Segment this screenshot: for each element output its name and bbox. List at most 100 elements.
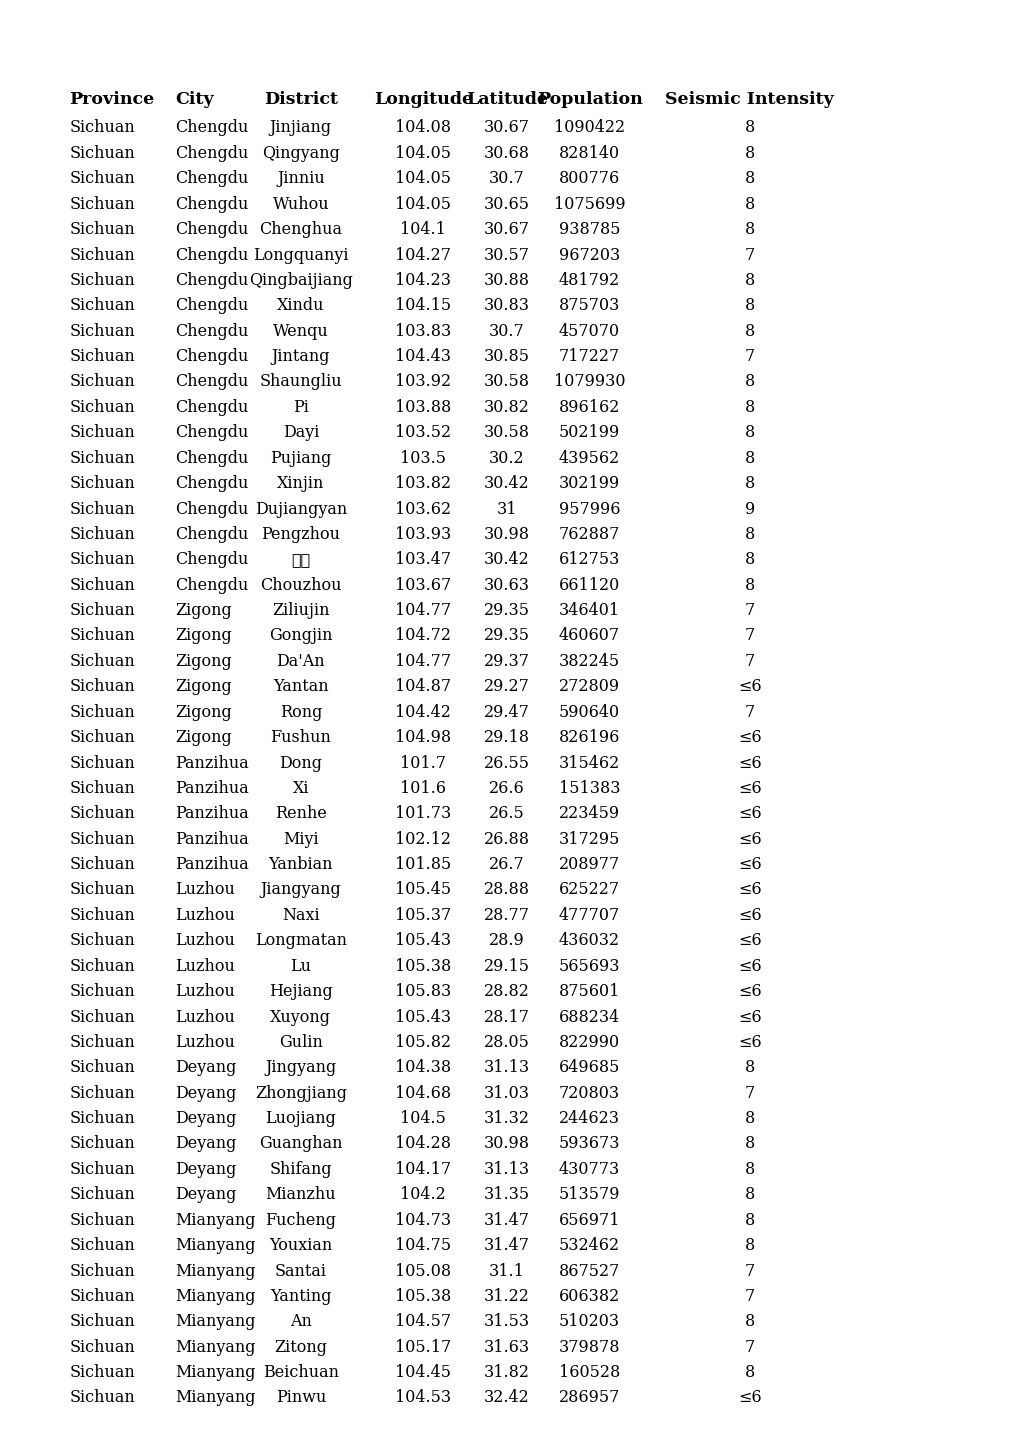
Text: 346401: 346401 — [558, 603, 620, 619]
Text: Rong: Rong — [279, 704, 322, 721]
Text: ≤6: ≤6 — [737, 1034, 761, 1051]
Text: ≤6: ≤6 — [737, 831, 761, 848]
Text: Deyang: Deyang — [175, 1060, 236, 1076]
Text: 104.72: 104.72 — [395, 627, 450, 645]
Text: 29.35: 29.35 — [483, 603, 530, 619]
Text: 7: 7 — [744, 1338, 754, 1355]
Text: 302199: 302199 — [558, 474, 620, 492]
Text: 104.45: 104.45 — [395, 1364, 450, 1381]
Text: 8: 8 — [744, 297, 754, 314]
Text: 223459: 223459 — [558, 805, 620, 822]
Text: Luzhou: Luzhou — [175, 1008, 235, 1025]
Text: 105.43: 105.43 — [394, 933, 451, 949]
Text: Luzhou: Luzhou — [175, 1034, 235, 1051]
Text: 612753: 612753 — [558, 551, 620, 568]
Text: 688234: 688234 — [558, 1008, 620, 1025]
Text: Deyang: Deyang — [175, 1110, 236, 1128]
Text: 510203: 510203 — [558, 1314, 620, 1331]
Text: 379878: 379878 — [558, 1338, 620, 1355]
Text: Sichuan: Sichuan — [69, 1060, 135, 1076]
Text: Mianyang: Mianyang — [175, 1364, 256, 1381]
Text: Qingbaijiang: Qingbaijiang — [249, 273, 353, 288]
Text: Chengdu: Chengdu — [175, 196, 249, 213]
Text: 590640: 590640 — [558, 704, 620, 721]
Text: 875703: 875703 — [558, 297, 620, 314]
Text: 8: 8 — [744, 1187, 754, 1203]
Text: 104.53: 104.53 — [394, 1390, 451, 1406]
Text: 160528: 160528 — [558, 1364, 620, 1381]
Text: Luzhou: Luzhou — [175, 881, 235, 898]
Text: 532462: 532462 — [558, 1237, 620, 1255]
Text: Lu: Lu — [290, 957, 311, 975]
Text: 477707: 477707 — [558, 907, 620, 924]
Text: ≤6: ≤6 — [737, 1390, 761, 1406]
Text: Chengdu: Chengdu — [175, 424, 249, 441]
Text: 104.23: 104.23 — [395, 273, 450, 288]
Text: 31.32: 31.32 — [483, 1110, 530, 1128]
Text: 104.28: 104.28 — [395, 1135, 450, 1152]
Text: Renhe: Renhe — [275, 805, 326, 822]
Text: Pengzhou: Pengzhou — [261, 526, 340, 542]
Text: Sichuan: Sichuan — [69, 120, 135, 137]
Text: 8: 8 — [744, 144, 754, 162]
Text: 郗峒: 郗峒 — [291, 551, 310, 568]
Text: 8: 8 — [744, 551, 754, 568]
Text: Chenghua: Chenghua — [259, 221, 342, 238]
Text: Deyang: Deyang — [175, 1135, 236, 1152]
Text: 7: 7 — [744, 627, 754, 645]
Text: ≤6: ≤6 — [737, 730, 761, 746]
Text: 103.83: 103.83 — [394, 323, 451, 340]
Text: 29.35: 29.35 — [483, 627, 530, 645]
Text: 481792: 481792 — [558, 273, 620, 288]
Text: 26.5: 26.5 — [488, 805, 525, 822]
Text: 30.85: 30.85 — [483, 348, 530, 365]
Text: Xinjin: Xinjin — [277, 474, 324, 492]
Text: 30.58: 30.58 — [483, 424, 530, 441]
Text: 565693: 565693 — [558, 957, 620, 975]
Text: Xuyong: Xuyong — [270, 1008, 331, 1025]
Text: 606382: 606382 — [558, 1288, 620, 1305]
Text: Sichuan: Sichuan — [69, 957, 135, 975]
Text: Sichuan: Sichuan — [69, 907, 135, 924]
Text: Chouzhou: Chouzhou — [260, 577, 341, 594]
Text: ≤6: ≤6 — [737, 805, 761, 822]
Text: Beichuan: Beichuan — [263, 1364, 338, 1381]
Text: 103.62: 103.62 — [394, 500, 451, 518]
Text: 28.77: 28.77 — [483, 907, 530, 924]
Text: Deyang: Deyang — [175, 1161, 236, 1178]
Text: Luzhou: Luzhou — [175, 957, 235, 975]
Text: Sichuan: Sichuan — [69, 1110, 135, 1128]
Text: 8: 8 — [744, 1314, 754, 1331]
Text: Miyi: Miyi — [283, 831, 318, 848]
Text: 105.82: 105.82 — [394, 1034, 451, 1051]
Text: Sichuan: Sichuan — [69, 1008, 135, 1025]
Text: Deyang: Deyang — [175, 1187, 236, 1203]
Text: 828140: 828140 — [558, 144, 620, 162]
Text: 762887: 762887 — [558, 526, 620, 542]
Text: 8: 8 — [744, 1110, 754, 1128]
Text: Mianyang: Mianyang — [175, 1314, 256, 1331]
Text: 104.87: 104.87 — [394, 678, 451, 695]
Text: Chengdu: Chengdu — [175, 577, 249, 594]
Text: 31.35: 31.35 — [483, 1187, 530, 1203]
Text: 31.22: 31.22 — [484, 1288, 529, 1305]
Text: Jiangyang: Jiangyang — [260, 881, 341, 898]
Text: Xindu: Xindu — [277, 297, 324, 314]
Text: Panzihua: Panzihua — [175, 780, 249, 797]
Text: 720803: 720803 — [558, 1084, 620, 1102]
Text: 938785: 938785 — [558, 221, 620, 238]
Text: Deyang: Deyang — [175, 1084, 236, 1102]
Text: 32.42: 32.42 — [484, 1390, 529, 1406]
Text: 8: 8 — [744, 120, 754, 137]
Text: 30.67: 30.67 — [483, 221, 530, 238]
Text: Santai: Santai — [275, 1263, 326, 1279]
Text: 31.47: 31.47 — [483, 1211, 530, 1229]
Text: 31.47: 31.47 — [483, 1237, 530, 1255]
Text: Pujiang: Pujiang — [270, 450, 331, 467]
Text: Fucheng: Fucheng — [265, 1211, 336, 1229]
Text: Youxian: Youxian — [269, 1237, 332, 1255]
Text: 1075699: 1075699 — [553, 196, 625, 213]
Text: Zigong: Zigong — [175, 730, 232, 746]
Text: Pi: Pi — [292, 399, 309, 415]
Text: 8: 8 — [744, 323, 754, 340]
